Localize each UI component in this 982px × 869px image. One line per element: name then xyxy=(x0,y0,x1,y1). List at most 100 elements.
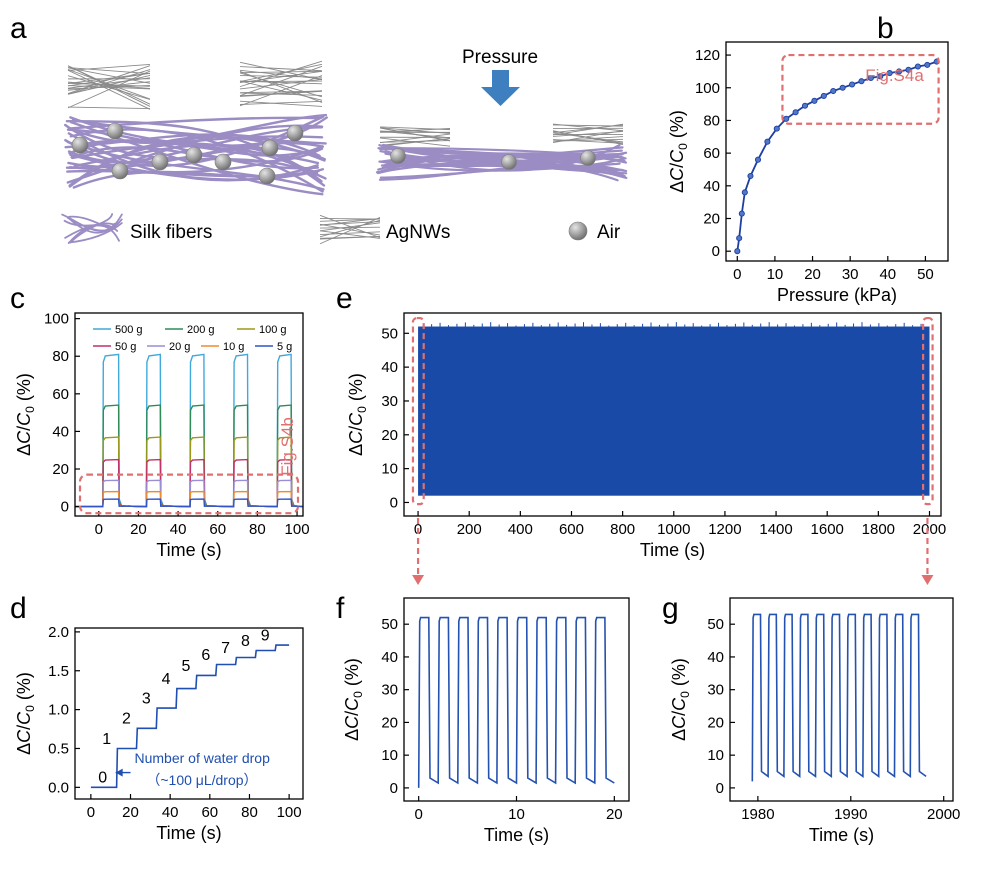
plot-area-d xyxy=(90,644,290,789)
step-label: 3 xyxy=(142,690,151,707)
agnw-wire xyxy=(379,127,451,142)
x-axis-label: Time (s) xyxy=(809,825,874,845)
x-tick-label: 80 xyxy=(241,804,258,821)
agnw-wire xyxy=(67,69,151,95)
agnw-wire xyxy=(239,100,323,105)
silk-fiber xyxy=(64,133,321,157)
agnw-wire xyxy=(67,65,151,107)
agnw-wire xyxy=(239,100,323,107)
y-axis-label: ΔC/C0 (%) xyxy=(14,672,37,755)
agnw-wire xyxy=(319,231,381,236)
panel-letter-b: b xyxy=(877,12,894,45)
axes-frame-b xyxy=(725,41,949,262)
legend-silk-icon xyxy=(61,213,123,244)
y-tick-label: 60 xyxy=(703,145,720,162)
data-point xyxy=(773,125,780,132)
x-tick-label: 0 xyxy=(733,266,741,283)
panel-letter-e: e xyxy=(336,282,353,315)
plot-area-g xyxy=(751,613,927,782)
data-point xyxy=(801,102,809,109)
annotation-water-drop: Number of water drop xyxy=(134,750,270,766)
data-point xyxy=(738,210,745,217)
y-tick-label: 10 xyxy=(707,747,724,764)
data-point xyxy=(849,81,856,88)
y-tick-label: 0 xyxy=(61,499,69,516)
agnw-wire xyxy=(319,217,381,245)
x-tick-label: 1980 xyxy=(741,806,774,823)
y-tick-label: 100 xyxy=(695,80,720,97)
schematic-panel-a: Pressure Silk fibers AgNWs Air xyxy=(61,47,628,245)
panel-letter-f: f xyxy=(336,592,345,625)
legend-label: 200 g xyxy=(187,324,215,336)
air-bubble-icon xyxy=(501,154,517,170)
y-axis-label: ΔC/C0 (%) xyxy=(669,658,692,741)
air-bubbles xyxy=(71,122,596,241)
step-label: 4 xyxy=(162,671,171,688)
agnw-wire xyxy=(67,63,151,71)
x-axis-label: Time (s) xyxy=(640,540,705,560)
chart-f: 0 10 20 0 10 20 30 40 50 Time (s) ΔC/C0 (%) xyxy=(342,597,630,845)
y-tick-label: 1.5 xyxy=(48,663,69,680)
x-tick-label: 1600 xyxy=(811,521,844,538)
y-tick-label: 50 xyxy=(381,616,398,633)
step-label: 9 xyxy=(261,627,270,644)
zoom-box-end xyxy=(921,316,934,506)
agnw-wire xyxy=(67,67,151,75)
x-tick-label: 100 xyxy=(285,521,310,538)
silk-fiber xyxy=(68,145,324,174)
data-point xyxy=(747,172,754,180)
x-tick-label: 10 xyxy=(508,806,525,823)
x-tick-label: 1800 xyxy=(862,521,895,538)
x-tick-label: 2000 xyxy=(913,521,946,538)
x-tick-label: 20 xyxy=(122,804,139,821)
data-point xyxy=(914,63,921,70)
agnw-wire xyxy=(319,235,381,240)
step-label: 0 xyxy=(98,770,107,787)
agnw-wire xyxy=(239,60,323,88)
arrow-head-icon xyxy=(412,575,425,585)
data-point xyxy=(734,248,741,255)
y-tick-label: 60 xyxy=(52,386,69,403)
air-bubble-icon xyxy=(286,124,304,142)
agnw-wire xyxy=(67,72,151,87)
agnw-wire xyxy=(67,84,151,90)
y-tick-label: 0 xyxy=(390,780,398,797)
x-tick-label: 20 xyxy=(130,521,147,538)
y-tick-label: 120 xyxy=(695,47,720,64)
agnw-wire xyxy=(239,90,323,97)
x-tick-label: 200 xyxy=(457,521,482,538)
air-bubble-icon xyxy=(580,150,596,166)
pressure-label: Pressure xyxy=(462,47,538,68)
air-bubble-icon xyxy=(71,136,89,154)
y-tick-label: 20 xyxy=(381,427,398,444)
y-tick-label: 10 xyxy=(381,461,398,478)
data-point xyxy=(905,66,912,73)
y-axis-label: ΔC/C0 (%) xyxy=(14,373,37,456)
agnw-wire xyxy=(67,67,151,84)
agnw-wire xyxy=(319,226,381,229)
data-point xyxy=(839,84,846,91)
x-tick-label: 50 xyxy=(917,266,934,283)
y-tick-label: 0.0 xyxy=(48,779,69,796)
agnw-wire xyxy=(239,72,323,98)
pressure-arrow-icon xyxy=(481,70,520,106)
agnw-wire xyxy=(67,69,151,110)
axes-frame-g xyxy=(729,597,954,802)
series-line xyxy=(751,613,927,782)
annotation-drop-volume: （~100 μL/drop） xyxy=(146,772,257,788)
agnw-wire xyxy=(239,70,323,84)
series-line-20g xyxy=(75,479,303,508)
data-point xyxy=(830,87,837,95)
data-point xyxy=(764,138,771,145)
step-label: 5 xyxy=(182,658,191,675)
x-tick-label: 10 xyxy=(767,266,784,283)
plot-area-e xyxy=(418,322,930,496)
chart-c: 0 20 40 60 80 100 0 20 40 60 80 100 Time (s) ΔC/C0 (%… xyxy=(14,311,310,560)
chart-g: 1980 1990 2000 0 10 20 30 40 50 Time (s) ΔC/C0 (%) xyxy=(669,597,960,845)
y-tick-label: 40 xyxy=(381,359,398,376)
annotation-fig-s4b: Fig.S4b xyxy=(278,417,297,476)
x-tick-label: 400 xyxy=(508,521,533,538)
air-bubble-icon xyxy=(261,139,279,157)
